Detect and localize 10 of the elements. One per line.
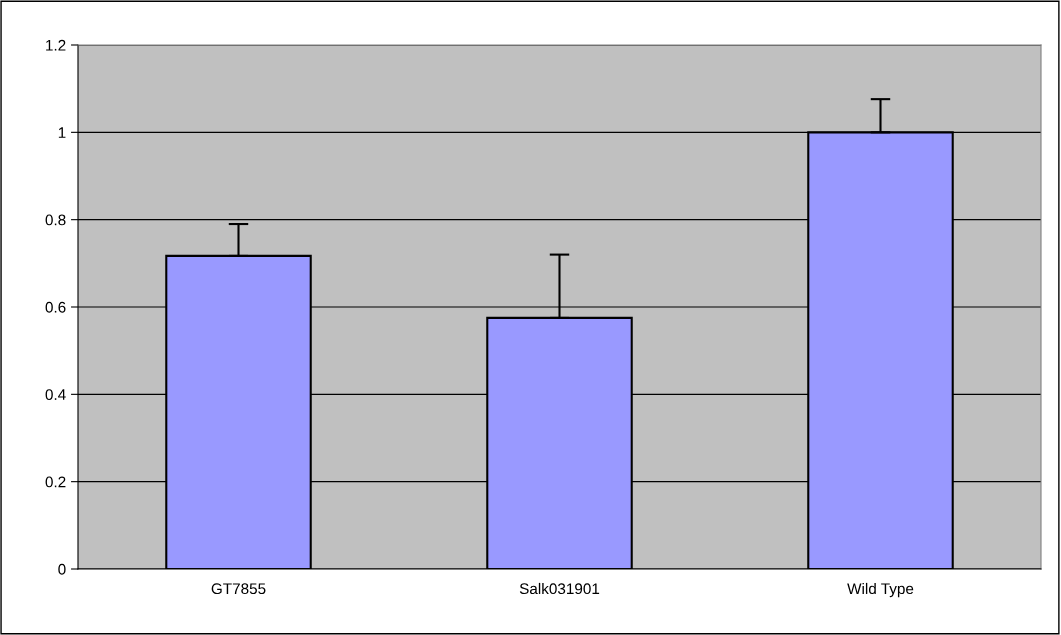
y-tick-label: 1.2 bbox=[46, 39, 66, 51]
y-tick-label: 0.4 bbox=[45, 389, 66, 401]
y-tick-label: 0.6 bbox=[45, 301, 66, 313]
y-tick-label: 0 bbox=[58, 563, 66, 575]
y-tick-label: 1 bbox=[58, 127, 66, 138]
x-tick-label: Wild Type bbox=[847, 582, 914, 598]
x-tick-label: GT7855 bbox=[211, 583, 266, 595]
x-tick-label: Salk031901 bbox=[519, 582, 600, 595]
y-tick-label: 0.8 bbox=[45, 214, 66, 226]
y-tick-label: 0.2 bbox=[45, 476, 66, 488]
